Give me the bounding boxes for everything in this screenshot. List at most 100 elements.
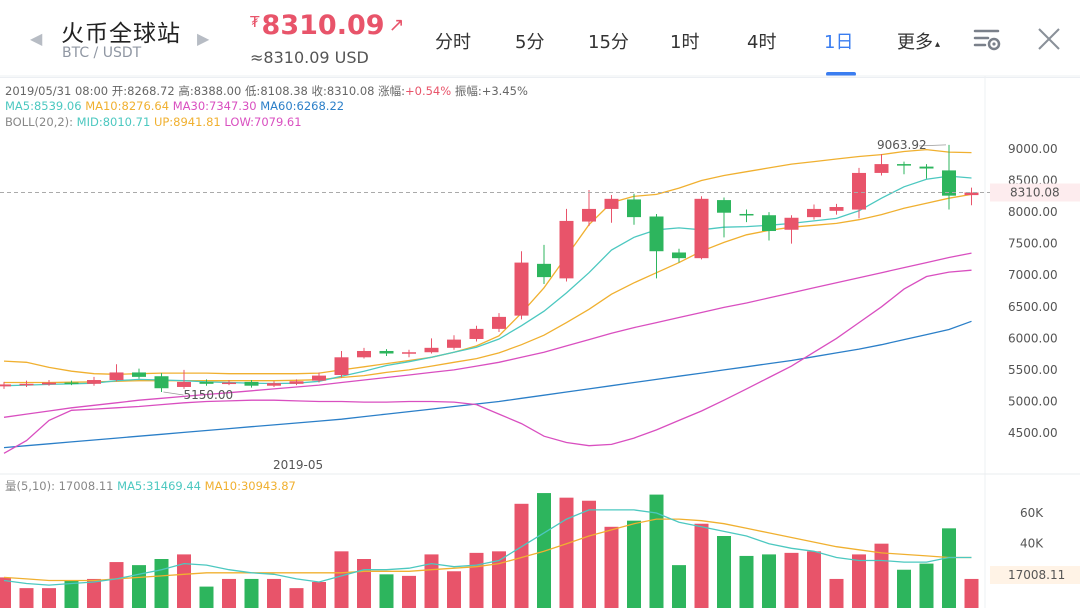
- volume-bar: [109, 562, 124, 608]
- volume-bar: [154, 559, 169, 608]
- header: ◀ 火币全球站 BTC / USDT ▶ ₮8310.09 ↗ ≈8310.09 …: [0, 0, 1080, 78]
- min-annotation-line: [163, 391, 184, 396]
- candle-body: [199, 381, 214, 384]
- volume-bar: [424, 554, 439, 608]
- volume-bar: [199, 586, 214, 608]
- volume-bar: [402, 575, 416, 608]
- volume-tick-label-1: 40K: [1020, 537, 1044, 551]
- boll-label: BOLL(20,2):: [5, 115, 74, 129]
- volume-label: 量(5,10): 17008.11: [5, 479, 114, 493]
- max-annotation-line: [918, 144, 947, 147]
- volume-bar: [717, 536, 731, 608]
- high-label: 高:: [178, 84, 194, 98]
- volume-bar: [627, 520, 641, 608]
- y-tick-label-8: 5000.00: [1008, 394, 1058, 408]
- price-value: 8310.09: [261, 10, 385, 41]
- volume-bar: [244, 578, 259, 608]
- candle-body: [739, 213, 754, 216]
- currency-symbol: ₮: [250, 13, 260, 31]
- candle-body: [829, 207, 844, 211]
- tab-4hour[interactable]: 4时: [747, 32, 777, 53]
- tab-5min[interactable]: 5分: [515, 32, 545, 53]
- candle-body: [402, 352, 416, 354]
- candle-body: [379, 350, 394, 354]
- candle-body: [852, 172, 866, 210]
- boll-low: LOW:7079.61: [224, 115, 302, 129]
- chart-settings-icon[interactable]: [972, 24, 1002, 54]
- tab-timeshare[interactable]: 分时: [435, 32, 471, 53]
- candle-body: [334, 357, 349, 375]
- volume-tag-bg: [990, 566, 1080, 584]
- tab-15min[interactable]: 15分: [588, 32, 629, 53]
- volume-bar: [829, 578, 844, 608]
- volume-bar: [267, 578, 281, 608]
- exchange-title: 火币全球站: [61, 21, 181, 47]
- chevron-right-icon[interactable]: ▶: [197, 29, 210, 48]
- volume-bar: [942, 528, 956, 608]
- volume-bar: [0, 577, 11, 608]
- open-value: 8268.72: [127, 84, 175, 98]
- change-value: +0.54%: [405, 84, 452, 98]
- y-tick-label-3: 7500.00: [1008, 237, 1058, 251]
- ma-info: MA5:8539.06 MA10:8276.64 MA30:7347.30 MA…: [5, 99, 344, 113]
- y-tick-label-2: 8000.00: [1008, 205, 1058, 219]
- ohlc-info: 2019/05/31 08:00 开:8268.72 高:8388.00 低:8…: [5, 83, 528, 99]
- ohlc-date: 2019/05/31 08:00: [5, 84, 109, 98]
- change-label: 涨幅:: [378, 84, 405, 98]
- candle-body: [87, 380, 101, 384]
- tab-more-label: 更多: [897, 32, 933, 53]
- candle-body: [919, 166, 934, 169]
- tab-1day[interactable]: 1日: [824, 32, 854, 53]
- candle-body: [694, 198, 709, 259]
- ma60-line: [3, 320, 972, 449]
- caret-icon: ▴: [935, 39, 941, 50]
- boll-up: UP:8941.81: [153, 115, 221, 129]
- volume-bar: [919, 563, 934, 608]
- candle-body: [582, 208, 596, 222]
- trend-up-arrow-icon: ↗: [388, 14, 405, 36]
- volume-bar: [762, 554, 776, 608]
- boll-mid: MID:8010.71: [76, 115, 151, 129]
- y-tick-label-5: 6500.00: [1008, 300, 1058, 314]
- candle-body: [897, 164, 911, 166]
- tab-1hour[interactable]: 1时: [670, 32, 700, 53]
- price-usd: ≈8310.09 USD: [250, 48, 369, 67]
- candle-body: [964, 192, 979, 196]
- tab-more[interactable]: 更多 ▴: [897, 28, 940, 54]
- candle-body: [672, 252, 686, 259]
- amplitude-label: 振幅:: [454, 84, 482, 98]
- min-annotation: 5150.00: [184, 388, 234, 402]
- close-icon[interactable]: [1034, 24, 1064, 54]
- ma60-value: MA60:6268.22: [260, 99, 345, 113]
- candle-body: [42, 382, 56, 385]
- volume-bar: [694, 523, 709, 608]
- volume-bar: [42, 588, 56, 608]
- volume-ma10-line: [3, 518, 972, 582]
- candle-body: [222, 382, 236, 385]
- chevron-left-icon[interactable]: ◀: [30, 29, 43, 48]
- amplitude-value: +3.45%: [481, 84, 528, 98]
- candle-body: [177, 381, 191, 387]
- x-tick-label: 2019-05: [273, 458, 323, 472]
- volume-bar: [447, 571, 461, 608]
- current-price-tag: 8310.08: [1010, 186, 1060, 200]
- volume-bar: [604, 526, 619, 608]
- volume-bar: [469, 552, 484, 608]
- candle-body: [537, 263, 551, 278]
- candle-body: [154, 376, 169, 389]
- open-label: 开:: [111, 84, 128, 98]
- volume-bar: [19, 588, 34, 608]
- candle-body: [784, 217, 799, 230]
- candle-body: [559, 220, 574, 279]
- ma5-value: MA5:8539.06: [5, 99, 82, 113]
- candle-body: [942, 170, 956, 196]
- volume-ma10: MA10:30943.87: [204, 479, 296, 493]
- volume-bar: [87, 578, 101, 608]
- volume-bar: [964, 578, 979, 608]
- trading-pair: BTC / USDT: [62, 45, 142, 61]
- candle-body: [132, 372, 146, 377]
- ma30-value: MA30:7347.30: [172, 99, 257, 113]
- candle-body: [267, 383, 281, 386]
- boll-up-line: [3, 148, 972, 375]
